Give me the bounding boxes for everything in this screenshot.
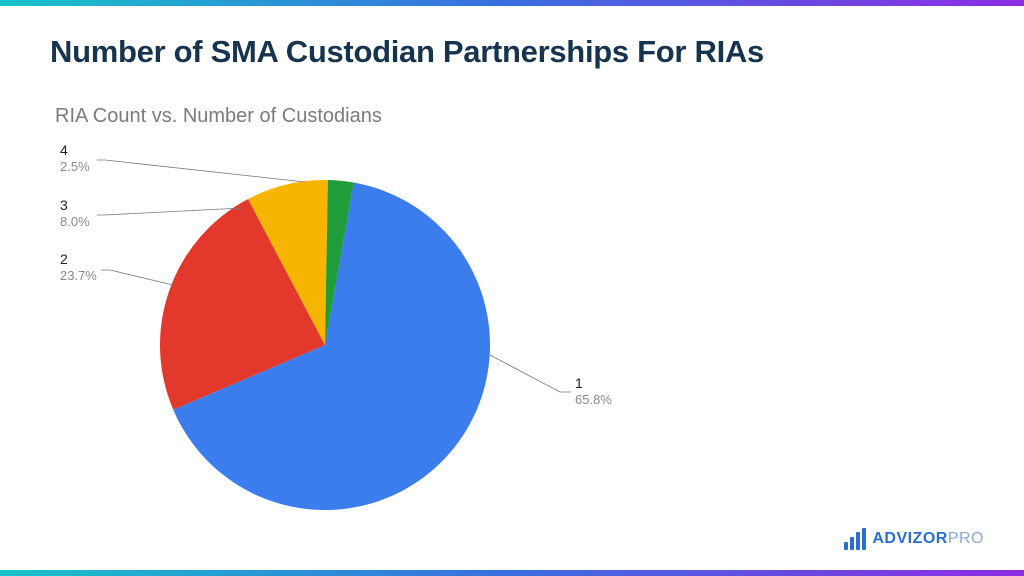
slice-percent: 23.7% xyxy=(60,268,97,283)
logo-brand-light: PRO xyxy=(948,530,984,547)
pie-chart: 165.8% 223.7% 38.0% 42.5% xyxy=(55,130,655,530)
slice-percent: 2.5% xyxy=(60,159,90,174)
slice-label: 2 xyxy=(60,251,68,267)
logo-bars-icon xyxy=(844,528,866,550)
slice-percent: 8.0% xyxy=(60,214,90,229)
logo-brand-bold: ADVIZOR xyxy=(872,530,948,547)
slice-label: 4 xyxy=(60,142,68,158)
callout-leader xyxy=(97,160,305,182)
slice-label: 1 xyxy=(575,375,583,391)
bottom-border xyxy=(0,570,1024,576)
slice-percent: 65.8% xyxy=(575,392,612,407)
top-border xyxy=(0,0,1024,6)
slide-frame: Number of SMA Custodian Partnerships For… xyxy=(0,0,1024,576)
chart-subtitle: RIA Count vs. Number of Custodians xyxy=(55,105,382,128)
callout-leader xyxy=(101,270,173,285)
page-title: Number of SMA Custodian Partnerships For… xyxy=(50,34,764,70)
callout-leader xyxy=(97,208,242,215)
brand-logo: ADVIZORPRO xyxy=(844,528,984,550)
slice-label: 3 xyxy=(60,197,68,213)
callout-leader xyxy=(490,355,571,392)
logo-text: ADVIZORPRO xyxy=(872,530,984,548)
